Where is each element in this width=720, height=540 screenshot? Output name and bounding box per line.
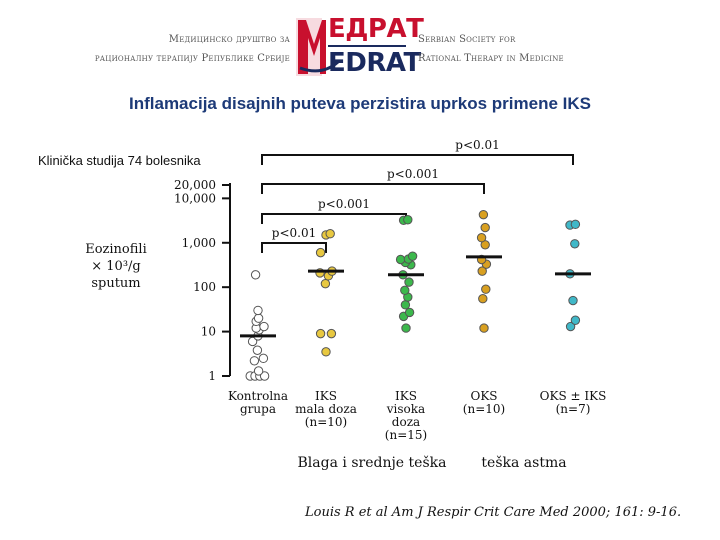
data-point [325, 229, 335, 239]
data-point [395, 254, 406, 265]
society-name-cyrillic: Медицинско друштво за рационалну терапиј… [95, 30, 290, 68]
group-label: Kontrolna [228, 389, 288, 403]
data-point [570, 219, 581, 230]
group-label: visoka [386, 402, 425, 416]
y-tick-label: 1,000 [182, 236, 216, 250]
group-label: doza [392, 415, 420, 429]
group-label: (n=15) [385, 428, 427, 442]
y-tick-label: 100 [193, 280, 216, 294]
y-tick-label: 20,000 [174, 178, 216, 192]
data-point [407, 251, 418, 261]
data-point [400, 285, 410, 296]
data-point [478, 294, 488, 304]
y-axis-label: Eozinofili × 10³/g sputum [70, 241, 162, 292]
y-tick-label: 10 [201, 325, 216, 339]
data-point [404, 277, 414, 287]
data-point [479, 323, 489, 333]
data-point [249, 356, 260, 366]
data-point [565, 321, 576, 332]
group-label: IKS [395, 389, 417, 403]
data-point [315, 328, 326, 339]
group-label: mala doza [295, 402, 357, 416]
data-point [403, 215, 413, 225]
significance-label: p<0.01 [455, 138, 499, 152]
group-category-label: Blaga i srednje teška [298, 454, 447, 471]
significance-bracket [261, 242, 327, 253]
society-name-english-line1: Serbian Society for [418, 34, 516, 45]
significance-bracket [261, 213, 407, 224]
data-point [253, 366, 264, 376]
data-point [250, 270, 261, 280]
data-point [401, 323, 411, 333]
group-label: grupa [240, 402, 276, 416]
group-category-label: teška astma [481, 454, 566, 471]
data-point [321, 347, 331, 357]
study-label: Klinička studija 74 bolesnika [38, 153, 201, 168]
data-point [259, 371, 270, 381]
society-name-english-line2: Rational Therapy in Medicine [418, 53, 564, 64]
group-label: OKS ± IKS [540, 389, 607, 403]
data-point [481, 284, 491, 294]
group-label: (n=10) [463, 402, 505, 416]
data-point [315, 247, 326, 258]
data-point [476, 233, 487, 243]
significance-bracket [261, 154, 574, 165]
data-point [259, 321, 269, 332]
significance-label: p<0.01 [272, 226, 316, 240]
group-label: OKS [470, 389, 497, 403]
group-label: IKS [315, 389, 337, 403]
slide-title: Inflamacija disajnih puteva perzistira u… [129, 94, 591, 113]
medrat-logo-mark [292, 14, 410, 80]
data-point [570, 239, 580, 249]
logo-text-latin: EDRAT [328, 48, 421, 78]
data-point [478, 209, 489, 220]
society-name-cyrillic-line1: Медицинско друштво за [168, 34, 290, 45]
logo-text-cyrillic: ЕДРАТ [328, 14, 424, 44]
y-axis-label-line3: sputum [91, 276, 141, 291]
data-point [404, 307, 415, 318]
data-point [480, 222, 490, 233]
data-point [477, 266, 487, 276]
society-name-english: Serbian Society for Rational Therapy in … [418, 30, 564, 68]
y-tick-label: 1 [208, 369, 216, 383]
data-point [258, 353, 269, 364]
y-axis-label-line2: × 10³/g [91, 259, 141, 274]
data-point [326, 328, 337, 339]
data-point [253, 313, 264, 323]
group-label: (n=10) [305, 415, 347, 429]
significance-bracket [261, 183, 485, 194]
data-point [252, 345, 263, 355]
y-axis-label-line1: Eozinofili [85, 242, 147, 257]
significance-label: p<0.001 [318, 197, 370, 211]
significance-label: p<0.001 [387, 167, 439, 181]
group-label: (n=7) [556, 402, 591, 416]
society-name-cyrillic-line2: рационалну терапију Републике Србије [94, 53, 290, 64]
data-point [568, 295, 578, 306]
data-point [570, 315, 581, 325]
citation: Louis R et al Am J Respir Crit Care Med … [305, 505, 682, 520]
data-point [320, 278, 331, 289]
data-point [253, 305, 263, 316]
y-tick-label: 10,000 [174, 191, 216, 205]
data-point [400, 300, 411, 310]
medrat-logo: ЕДРАТ EDRAT [292, 14, 424, 80]
